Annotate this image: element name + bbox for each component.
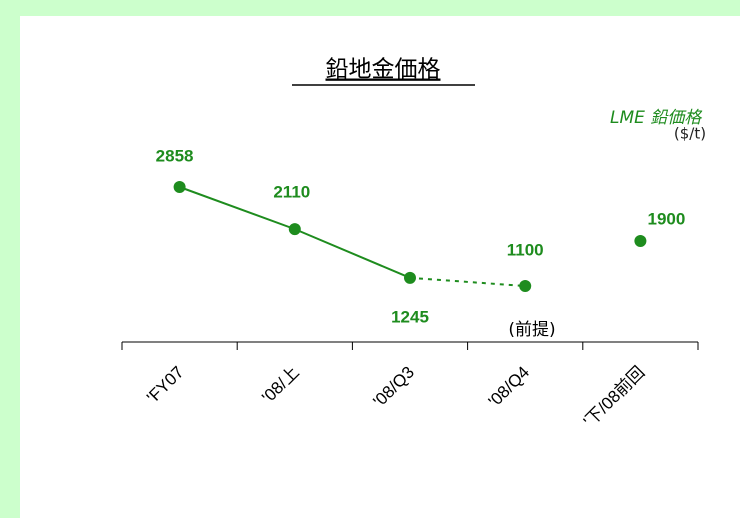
data-label: 1245 [391,307,429,326]
annotation: (前提) [508,320,555,340]
chart-title: 鉛地金価格 [326,57,441,83]
data-point [519,280,532,292]
data-label: 2858 [156,146,194,165]
line-segment [409,276,526,287]
data-point [173,181,186,193]
data-label: 1900 [647,209,685,228]
data-point [404,271,416,284]
data-label: 2110 [273,183,310,202]
data-point [288,223,301,236]
annotation: LME 鉛価格 [610,108,703,128]
data-point [634,234,647,247]
annotation: ($/t) [674,125,706,143]
plot-background [20,16,740,518]
data-label: 1100 [507,240,544,259]
